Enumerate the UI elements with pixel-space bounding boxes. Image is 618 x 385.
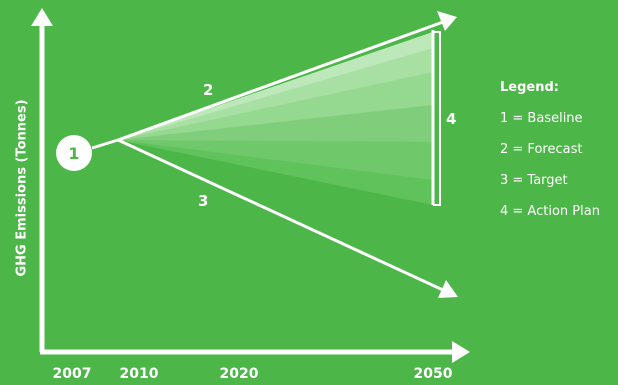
baseline-connector <box>91 138 119 150</box>
baseline-marker: 1 <box>68 144 79 163</box>
forecast-marker: 2 <box>203 81 213 99</box>
x-tick-2050: 2050 <box>413 366 453 382</box>
x-tick-2010: 2010 <box>119 366 159 382</box>
legend-item-target: 3 = Target <box>500 173 568 188</box>
target-line <box>117 138 458 298</box>
x-tick-2020: 2020 <box>219 366 259 382</box>
x-axis-arrow-icon <box>452 341 470 363</box>
x-tick-2007: 2007 <box>52 366 92 382</box>
y-axis-arrow-icon <box>31 8 53 26</box>
legend-title: Legend: <box>500 80 559 95</box>
action-plan-marker: 4 <box>446 110 456 128</box>
forecast-line <box>117 11 457 142</box>
action-plan-bracket <box>433 31 441 206</box>
target-arrow-icon <box>438 280 458 298</box>
forecast-arrow-icon <box>437 11 457 31</box>
legend-item-action-plan: 4 = Action Plan <box>500 204 600 219</box>
baseline-circle <box>56 135 92 171</box>
legend-item-forecast: 2 = Forecast <box>500 142 583 157</box>
legend-item-baseline: 1 = Baseline <box>500 111 583 126</box>
axes <box>31 8 470 363</box>
target-marker: 3 <box>198 192 208 210</box>
y-axis-label: GHG Emissions (Tonnes) <box>14 99 30 277</box>
legend: Legend: 1 = Baseline 2 = Forecast 3 = Ta… <box>500 72 600 227</box>
action-plan-wedge <box>118 30 435 205</box>
